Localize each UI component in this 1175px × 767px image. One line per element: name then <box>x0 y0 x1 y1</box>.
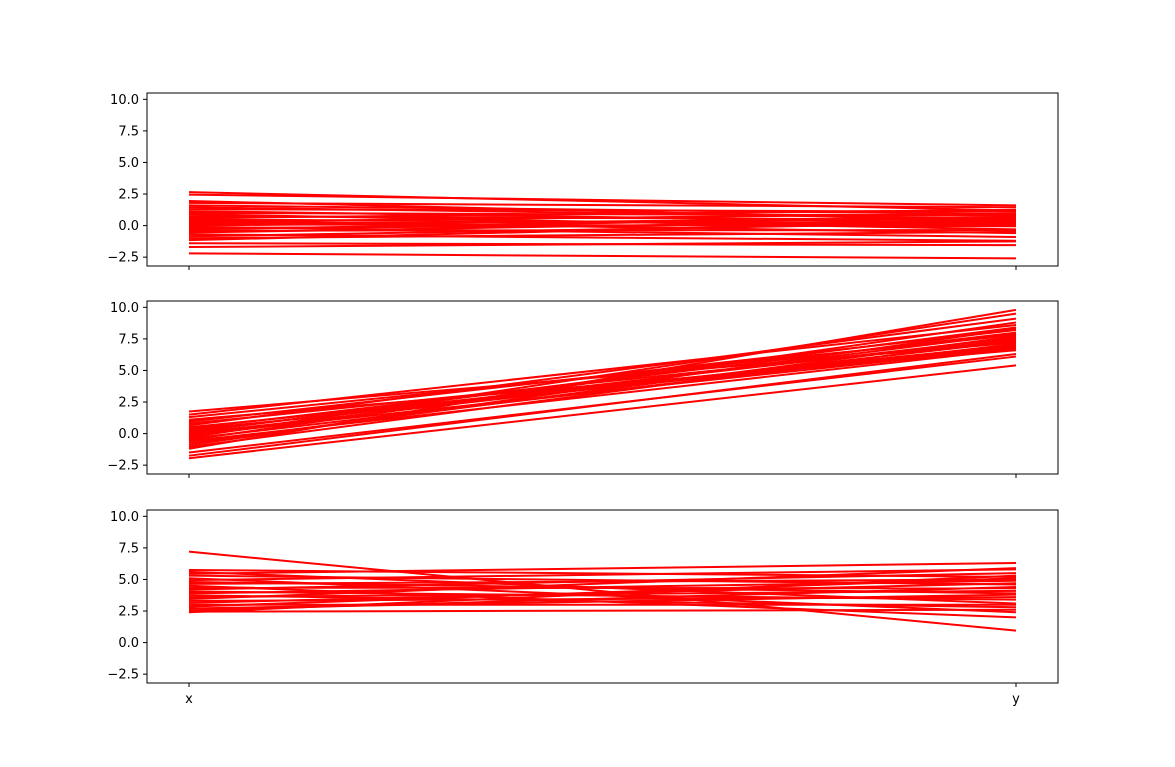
series-line <box>188 332 1017 438</box>
series-line <box>188 233 1017 242</box>
axes-frame <box>146 92 1059 267</box>
series-group <box>188 550 1017 632</box>
xtick-label: y <box>1012 692 1020 707</box>
series-line <box>188 317 1017 427</box>
series-line <box>188 567 1017 601</box>
series-line <box>188 323 1017 416</box>
series-line <box>188 308 1017 450</box>
series-line <box>188 218 1017 234</box>
ytick-label: 2.5 <box>118 396 139 411</box>
series-line <box>188 608 1017 613</box>
series-line <box>188 364 1017 460</box>
axes-frame <box>146 509 1059 684</box>
ytick-label: −2.5 <box>107 668 139 683</box>
axes-frame <box>146 300 1059 475</box>
series-line <box>188 212 1017 223</box>
ytick-label: −2.5 <box>107 251 139 266</box>
subplot-top: −2.5 0.0 2.5 5.0 7.5 10.0 <box>107 92 1059 270</box>
series-line <box>188 574 1017 614</box>
series-line <box>188 337 1017 448</box>
ytick-label: 7.5 <box>118 124 139 139</box>
series-line <box>188 562 1017 575</box>
ytick-label: 7.5 <box>118 332 139 347</box>
ytick-label: 5.0 <box>118 364 139 379</box>
series-group <box>188 191 1017 260</box>
ytick-label: 5.0 <box>118 156 139 171</box>
subplot-middle: −2.5 0.0 2.5 5.0 7.5 10.0 <box>107 300 1059 478</box>
ytick-label: 2.5 <box>118 605 139 620</box>
series-line <box>188 550 1017 632</box>
series-group <box>188 308 1017 460</box>
series-line <box>188 342 1017 440</box>
series-line <box>188 240 1017 249</box>
ytick-label: 10.0 <box>110 93 139 108</box>
series-line <box>188 193 1017 207</box>
ytick-label: 10.0 <box>110 510 139 525</box>
ytick-label: 2.5 <box>118 188 139 203</box>
series-line <box>188 353 1017 457</box>
ytick-label: 5.0 <box>118 573 139 588</box>
xtick-label: x <box>185 692 193 707</box>
ytick-label: 7.5 <box>118 541 139 556</box>
series-line <box>188 215 1017 231</box>
ytick-label: −2.5 <box>107 459 139 474</box>
ytick-label: 0.0 <box>118 636 139 651</box>
ytick-label: 10.0 <box>110 301 139 316</box>
series-line <box>188 572 1017 591</box>
ytick-label: 0.0 <box>118 427 139 442</box>
series-line <box>188 201 1017 209</box>
ytick-label: 0.0 <box>118 219 139 234</box>
series-line <box>188 219 1017 242</box>
series-line <box>188 321 1017 441</box>
subplot-bottom: −2.5 0.0 2.5 5.0 7.5 10.0 x y <box>107 509 1059 707</box>
series-line <box>188 208 1017 220</box>
series-line <box>188 568 1017 582</box>
series-line <box>188 577 1017 608</box>
series-line <box>188 312 1017 439</box>
series-line <box>188 252 1017 260</box>
series-line <box>188 225 1017 238</box>
